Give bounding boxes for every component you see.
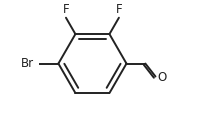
Text: F: F (116, 3, 122, 16)
Text: F: F (63, 3, 69, 16)
Text: Br: Br (21, 57, 34, 70)
Text: O: O (157, 71, 167, 84)
